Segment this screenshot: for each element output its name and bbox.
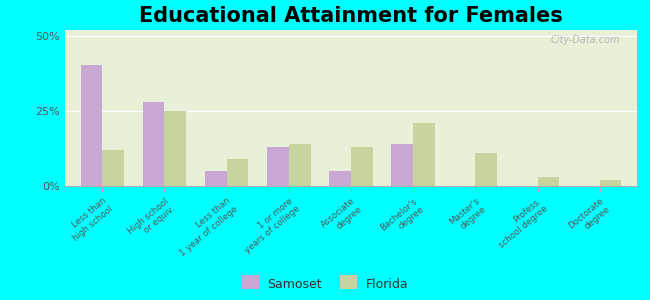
Bar [600, 180, 621, 186]
Legend: Samoset, Florida: Samoset, Florida [242, 278, 408, 291]
Bar [102, 150, 124, 186]
Bar [475, 153, 497, 186]
Text: City-Data.com: City-Data.com [550, 35, 620, 45]
Bar [413, 123, 435, 186]
Bar [81, 64, 102, 186]
Bar [391, 144, 413, 186]
Bar [289, 144, 311, 186]
Bar [538, 177, 559, 186]
Bar [164, 111, 187, 186]
Bar [351, 147, 372, 186]
Title: Educational Attainment for Females: Educational Attainment for Females [139, 6, 563, 26]
Bar [267, 147, 289, 186]
Bar [227, 159, 248, 186]
Bar [330, 171, 351, 186]
Bar [205, 171, 227, 186]
Bar [143, 102, 164, 186]
